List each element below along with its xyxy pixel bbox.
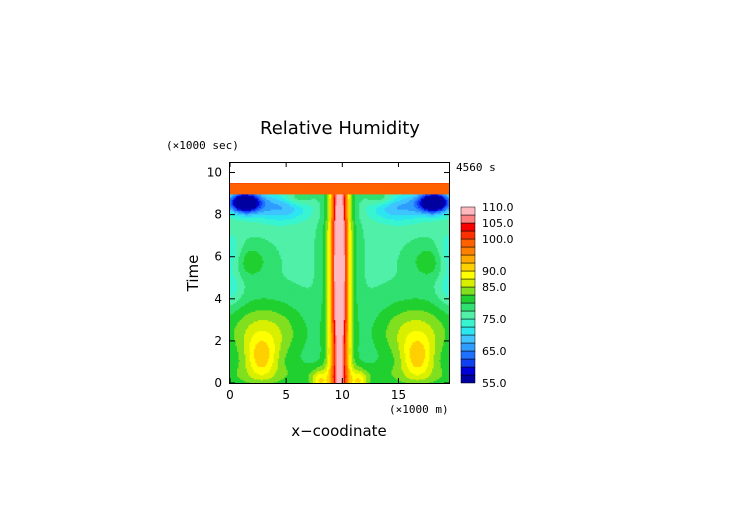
colorbar-swatch	[460, 286, 476, 296]
colorbar-swatch	[460, 294, 476, 304]
y-tick-label: 6	[214, 250, 222, 264]
heatmap-field	[230, 183, 449, 383]
colorbar-label: 100.0	[482, 233, 514, 246]
plot-frame	[229, 162, 450, 384]
colorbar-swatch	[460, 254, 476, 264]
colorbar-label: 105.0	[482, 217, 514, 230]
y-unit-label: (×1000 sec)	[166, 139, 239, 152]
y-tick-label: 2	[214, 334, 222, 348]
colorbar-swatch	[460, 262, 476, 272]
chart-title: Relative Humidity	[260, 118, 420, 139]
time-stamp-label: 4560 s	[456, 161, 496, 174]
colorbar-label: 55.0	[482, 377, 507, 390]
x-axis-title: x−coodinate	[291, 422, 387, 440]
y-tick-label: 8	[214, 208, 222, 222]
colorbar-swatch	[460, 310, 476, 320]
colorbar-swatch	[460, 230, 476, 240]
colorbar-label: 65.0	[482, 345, 507, 358]
colorbar-swatch	[460, 358, 476, 368]
x-tick-label: 10	[335, 388, 350, 402]
colorbar-swatch	[460, 206, 476, 216]
y-tick-label: 10	[207, 166, 222, 180]
colorbar-swatch	[460, 302, 476, 312]
x-unit-label: (×1000 m)	[389, 403, 449, 416]
x-tick-label: 0	[226, 388, 234, 402]
colorbar-swatch	[460, 334, 476, 344]
colorbar-swatch	[460, 246, 476, 256]
colorbar-swatch	[460, 342, 476, 352]
colorbar-swatch	[460, 366, 476, 376]
colorbar-label: 90.0	[482, 265, 507, 278]
colorbar-swatch	[460, 318, 476, 328]
colorbar-swatch	[460, 214, 476, 224]
x-tick-label: 5	[282, 388, 290, 402]
y-tick-label: 4	[214, 292, 222, 306]
y-axis-title: Time	[184, 255, 202, 293]
colorbar-swatch	[460, 326, 476, 336]
colorbar-label: 85.0	[482, 281, 507, 294]
colorbar: 55.0 65.0 75.0 85.0 90.0 100.0 105.0 110.0	[460, 201, 514, 390]
x-tick-label: 15	[391, 388, 406, 402]
colorbar-swatch	[460, 374, 476, 384]
colorbar-label: 110.0	[482, 201, 514, 214]
x-axis: 0 5 10 15	[226, 162, 406, 402]
y-axis: 0 2 4 6 8 10	[207, 166, 449, 390]
colorbar-swatch	[460, 278, 476, 288]
colorbar-swatch	[460, 222, 476, 232]
y-tick-label: 0	[214, 376, 222, 390]
colorbar-swatch	[460, 238, 476, 248]
colorbar-label: 75.0	[482, 313, 507, 326]
colorbar-swatch	[460, 350, 476, 360]
colorbar-swatch	[460, 270, 476, 280]
